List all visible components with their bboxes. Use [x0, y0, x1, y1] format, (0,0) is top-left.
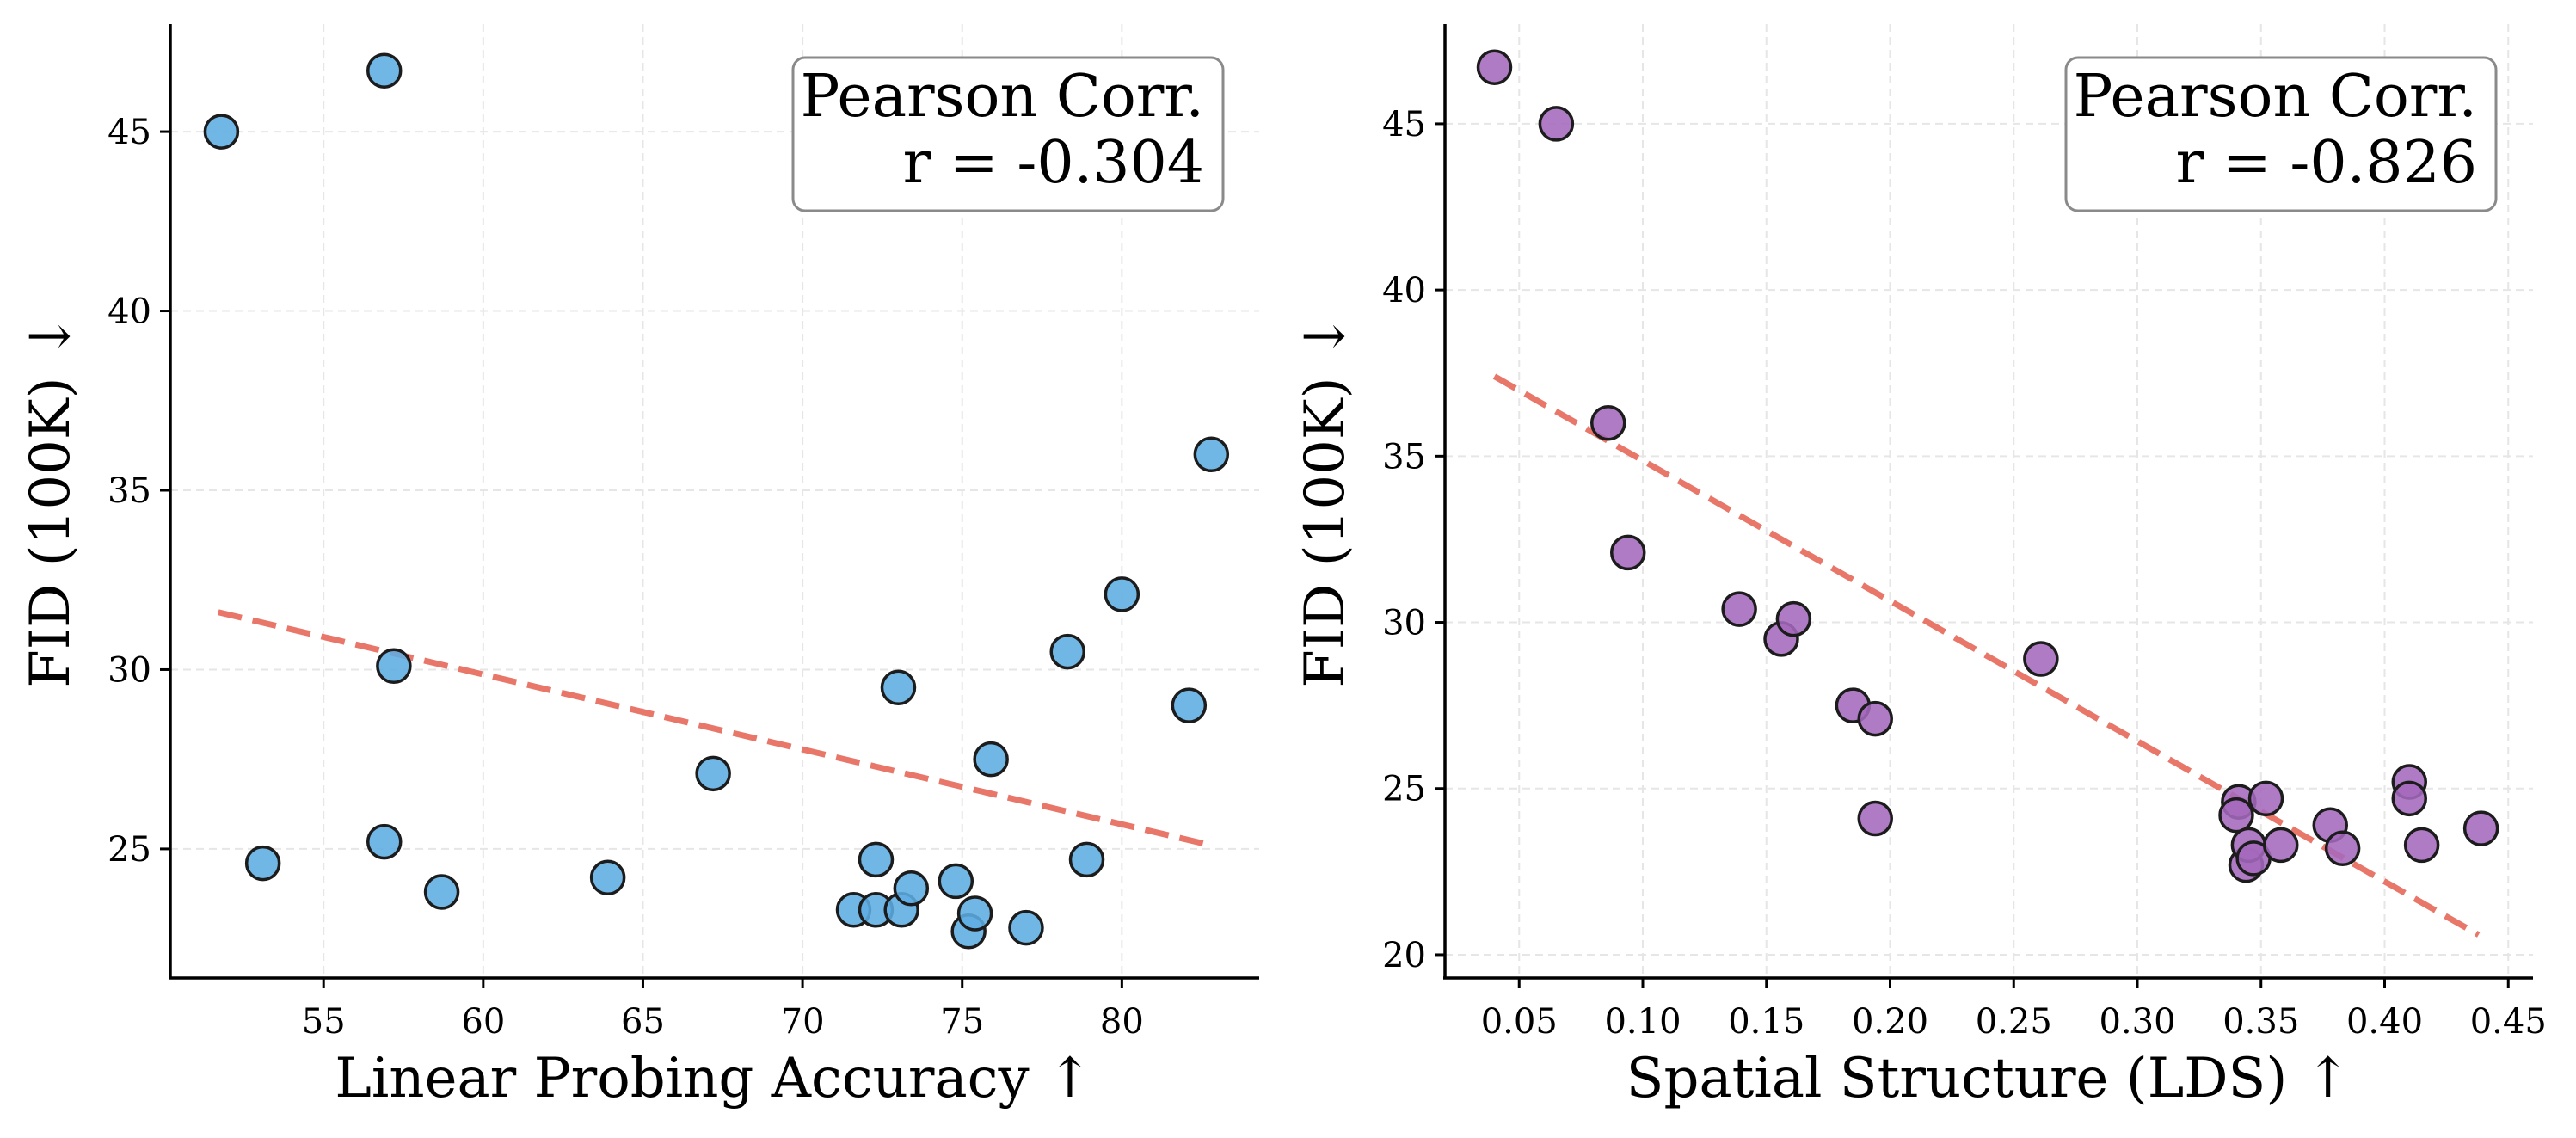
scatter-point — [1008, 909, 1044, 946]
scatter-point — [1068, 841, 1105, 878]
scatter-point — [1857, 700, 1893, 737]
scatter-point — [1857, 800, 1893, 837]
scatter-point — [973, 741, 1009, 778]
correlation-value: r = -0.304 — [903, 129, 1204, 197]
x-axis-ticks: 0.05 0.10 0.15 0.20 0.25 0.30 0.35 0.40 0.45 — [1481, 978, 2547, 1042]
correlation-value: r = -0.826 — [2176, 129, 2477, 197]
y-axis-ticks: 25 30 35 40 45 — [108, 113, 170, 870]
x-tick-label: 0.30 — [2099, 1002, 2175, 1042]
scatter-point — [244, 845, 281, 882]
x-axis-label: Spatial Structure (LDS) ↑ — [1626, 1047, 2352, 1110]
trend-line — [1492, 373, 2481, 938]
x-tick-label: 0.25 — [1976, 1002, 2052, 1042]
y-tick-label: 35 — [108, 471, 151, 511]
y-tick-label: 45 — [1382, 105, 1426, 145]
panel-left-scatter: 55 60 65 70 75 80 25 30 35 40 45 Linear Probing A… — [19, 24, 1259, 1110]
x-tick-label: 0.20 — [1852, 1002, 1928, 1042]
scatter-points — [1476, 49, 2499, 883]
scatter-point — [2218, 797, 2254, 834]
x-tick-label: 0.35 — [2222, 1002, 2299, 1042]
x-tick-label: 0.15 — [1728, 1002, 1804, 1042]
scatter-point — [2403, 827, 2440, 864]
x-tick-label: 65 — [621, 1002, 665, 1042]
scatter-point — [938, 863, 974, 900]
scatter-point — [1610, 534, 1646, 571]
x-tick-label: 0.10 — [1604, 1002, 1681, 1042]
y-tick-label: 30 — [108, 650, 151, 690]
trend-line — [217, 609, 1213, 849]
y-tick-label: 40 — [1382, 271, 1426, 311]
scatter-point — [1193, 436, 1230, 473]
x-tick-label: 0.40 — [2346, 1002, 2423, 1042]
y-tick-label: 25 — [1382, 770, 1426, 809]
scatter-point — [376, 648, 412, 685]
scatter-point — [893, 870, 930, 907]
scatter-point — [695, 755, 731, 792]
scatter-point — [1104, 576, 1140, 612]
axis-spines — [1443, 24, 2533, 980]
scatter-point — [1590, 404, 1626, 441]
y-tick-label: 45 — [108, 113, 151, 152]
scatter-point — [956, 895, 993, 932]
correlation-box: Pearson Corr. r = -0.826 — [2064, 56, 2498, 212]
scatter-point — [2391, 780, 2427, 817]
scatter-point — [2247, 780, 2284, 817]
correlation-title: Pearson Corr. — [2074, 63, 2477, 131]
x-tick-label: 75 — [940, 1002, 984, 1042]
y-tick-label: 30 — [1382, 604, 1426, 643]
x-tick-label: 55 — [302, 1002, 346, 1042]
scatter-points — [203, 52, 1230, 950]
x-axis-ticks: 55 60 65 70 75 80 — [302, 978, 1144, 1042]
scatter-point — [1538, 106, 1575, 142]
scatter-point — [2023, 641, 2059, 677]
y-tick-label: 35 — [1382, 437, 1426, 477]
correlation-box-frame — [2064, 56, 2498, 212]
x-tick-label: 0.05 — [1481, 1002, 1558, 1042]
correlation-box-frame — [791, 56, 1225, 212]
axis-spines — [169, 24, 1259, 980]
y-axis-label: FID (100K) ↓ — [1294, 313, 1357, 687]
scatter-point — [1171, 687, 1208, 723]
scatter-point — [589, 859, 626, 896]
x-tick-label: 0.45 — [2470, 1002, 2547, 1042]
scatter-point — [1049, 633, 1085, 670]
scatter-point — [2263, 827, 2299, 864]
x-tick-label: 70 — [781, 1002, 825, 1042]
scatter-point — [858, 841, 895, 878]
scatter-point — [203, 114, 240, 150]
x-axis-label: Linear Probing Accuracy ↑ — [335, 1047, 1092, 1110]
x-tick-label: 80 — [1100, 1002, 1144, 1042]
scatter-point — [1476, 49, 1513, 85]
y-tick-label: 20 — [1382, 936, 1426, 975]
correlation-box: Pearson Corr. r = -0.304 — [791, 56, 1225, 212]
x-tick-label: 60 — [461, 1002, 505, 1042]
correlation-title: Pearson Corr. — [801, 63, 1204, 131]
scatter-point — [366, 823, 403, 860]
scatter-point — [1775, 600, 1812, 637]
scatter-point — [366, 52, 403, 89]
y-tick-label: 25 — [108, 830, 151, 870]
scatter-point — [423, 874, 460, 910]
scatter-point — [880, 669, 917, 706]
y-tick-label: 40 — [108, 292, 151, 332]
y-axis-ticks: 20 25 30 35 40 45 — [1382, 105, 1445, 975]
scatter-point — [1721, 591, 1757, 627]
panel-right-scatter: 0.05 0.10 0.15 0.20 0.25 0.30 0.35 0.40 0.45 202… — [1294, 24, 2547, 1110]
scatter-point — [2462, 810, 2499, 846]
scatter-point — [2324, 830, 2361, 867]
y-axis-label: FID (100K) ↓ — [19, 313, 83, 687]
